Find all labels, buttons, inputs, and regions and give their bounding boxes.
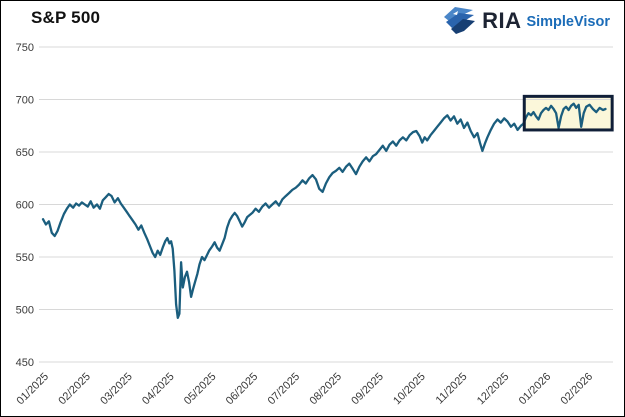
- y-tick-label: 700: [16, 95, 34, 107]
- chart-title: S&P 500: [31, 8, 101, 27]
- highlight-box-fill: [524, 96, 613, 130]
- x-tick-label: 07/2025: [266, 371, 303, 408]
- y-tick-label: 500: [16, 305, 34, 317]
- x-tick-label: 05/2025: [182, 371, 219, 408]
- x-tick-label: 02/2026: [559, 371, 596, 408]
- brand-name: RIA: [482, 8, 522, 33]
- y-tick-label: 450: [16, 357, 34, 369]
- x-tick-label: 03/2025: [98, 371, 135, 408]
- x-tick-label: 01/2026: [517, 371, 554, 408]
- x-tick-label: 02/2025: [56, 371, 93, 408]
- y-tick-label: 600: [16, 200, 34, 212]
- y-tick-label: 750: [16, 42, 34, 54]
- y-tick-label: 650: [16, 147, 34, 159]
- x-tick-label: 08/2025: [307, 371, 344, 408]
- highlight-box-border: [522, 94, 614, 132]
- x-tick-label: 10/2025: [391, 371, 428, 408]
- eagle-icon: [444, 7, 476, 34]
- brand-logo: RIA SimpleVisor: [443, 6, 610, 36]
- price-line: [41, 102, 607, 320]
- product-name: SimpleVisor: [526, 14, 610, 31]
- x-tick-label: 01/2025: [15, 371, 52, 408]
- x-tick-label: 09/2025: [349, 371, 386, 408]
- x-tick-label: 12/2025: [475, 371, 512, 408]
- x-tick-label: 04/2025: [140, 371, 177, 408]
- x-tick-label: 11/2025: [434, 371, 470, 407]
- x-tick-label: 06/2025: [224, 371, 261, 408]
- y-tick-label: 550: [16, 252, 34, 264]
